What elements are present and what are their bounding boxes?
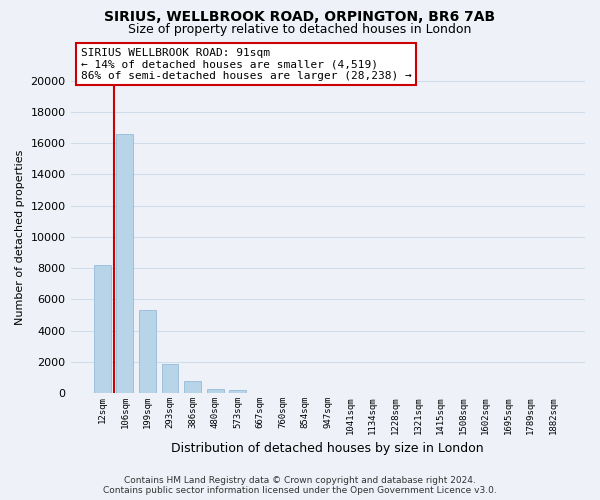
X-axis label: Distribution of detached houses by size in London: Distribution of detached houses by size …	[172, 442, 484, 455]
Bar	[229, 390, 246, 394]
Bar	[206, 388, 224, 394]
Bar	[161, 364, 178, 394]
Text: Contains HM Land Registry data © Crown copyright and database right 2024.
Contai: Contains HM Land Registry data © Crown c…	[103, 476, 497, 495]
Text: SIRIUS WELLBROOK ROAD: 91sqm
← 14% of detached houses are smaller (4,519)
86% of: SIRIUS WELLBROOK ROAD: 91sqm ← 14% of de…	[81, 48, 412, 80]
Bar	[94, 265, 111, 394]
Bar	[116, 134, 133, 394]
Bar	[139, 310, 156, 394]
Y-axis label: Number of detached properties: Number of detached properties	[15, 150, 25, 324]
Text: Size of property relative to detached houses in London: Size of property relative to detached ho…	[128, 22, 472, 36]
Bar	[184, 381, 201, 394]
Text: SIRIUS, WELLBROOK ROAD, ORPINGTON, BR6 7AB: SIRIUS, WELLBROOK ROAD, ORPINGTON, BR6 7…	[104, 10, 496, 24]
